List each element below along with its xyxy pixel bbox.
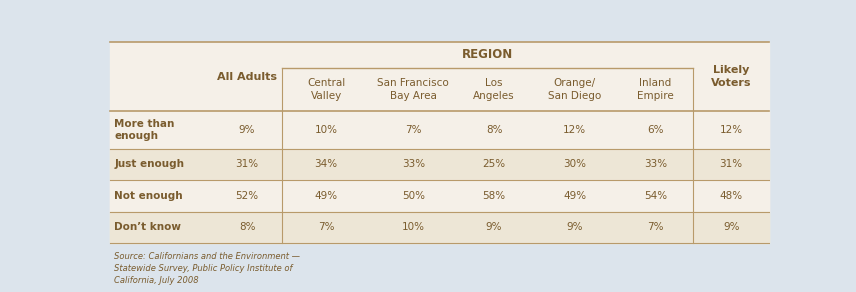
Text: 52%: 52% [235, 191, 259, 201]
Text: 58%: 58% [483, 191, 506, 201]
Text: 25%: 25% [483, 159, 506, 169]
Text: Just enough: Just enough [115, 159, 184, 169]
Text: 54%: 54% [644, 191, 667, 201]
Text: 48%: 48% [720, 191, 743, 201]
Text: 10%: 10% [314, 125, 337, 135]
Text: 49%: 49% [563, 191, 586, 201]
Text: 49%: 49% [314, 191, 337, 201]
Text: 9%: 9% [486, 222, 502, 232]
Text: 12%: 12% [720, 125, 743, 135]
Text: Source: Californians and the Environment —
Statewide Survey, Public Policy Insti: Source: Californians and the Environment… [115, 252, 300, 285]
Text: 31%: 31% [720, 159, 743, 169]
Text: 7%: 7% [405, 125, 422, 135]
Text: 9%: 9% [239, 125, 255, 135]
Text: 34%: 34% [314, 159, 337, 169]
Text: 33%: 33% [644, 159, 667, 169]
Text: 9%: 9% [567, 222, 583, 232]
Text: 12%: 12% [563, 125, 586, 135]
Text: 30%: 30% [563, 159, 586, 169]
Text: Orange/
San Diego: Orange/ San Diego [548, 78, 602, 101]
Text: 10%: 10% [401, 222, 425, 232]
Text: Don’t know: Don’t know [115, 222, 181, 232]
Text: 9%: 9% [723, 222, 740, 232]
Text: More than
enough: More than enough [115, 119, 175, 141]
Text: REGION: REGION [462, 48, 513, 61]
Text: Not enough: Not enough [115, 191, 183, 201]
Text: 31%: 31% [235, 159, 259, 169]
Text: 7%: 7% [647, 222, 663, 232]
Text: Los
Angeles: Los Angeles [473, 78, 514, 101]
Text: San Francisco
Bay Area: San Francisco Bay Area [377, 78, 449, 101]
Text: 50%: 50% [401, 191, 425, 201]
Text: 7%: 7% [318, 222, 335, 232]
Text: 6%: 6% [647, 125, 663, 135]
Text: 33%: 33% [401, 159, 425, 169]
Text: 8%: 8% [239, 222, 255, 232]
Text: Central
Valley: Central Valley [307, 78, 345, 101]
Text: Likely
Voters: Likely Voters [711, 65, 752, 88]
Text: All Adults: All Adults [217, 72, 277, 82]
Text: 8%: 8% [486, 125, 502, 135]
Text: Inland
Empire: Inland Empire [637, 78, 674, 101]
